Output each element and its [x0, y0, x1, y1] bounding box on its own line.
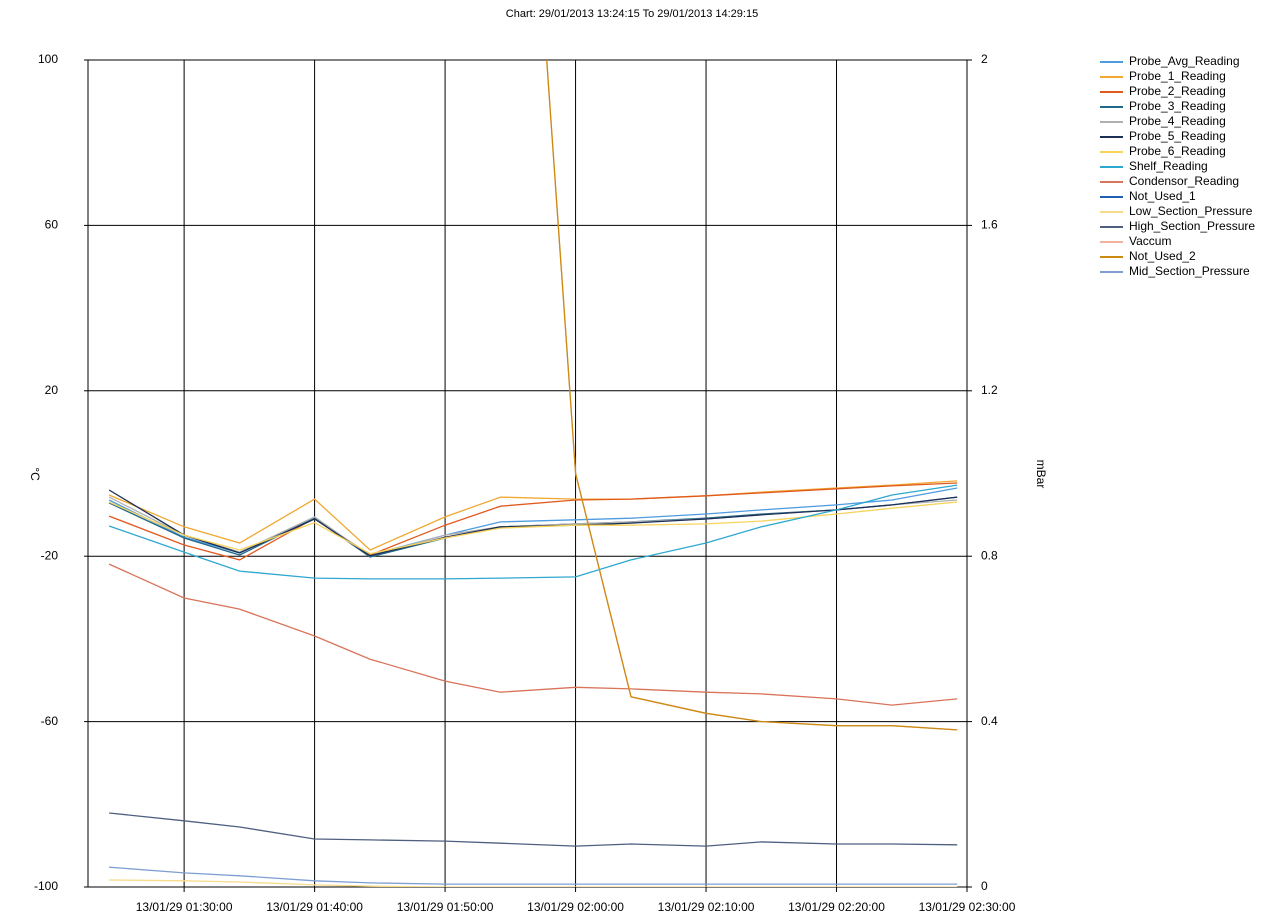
x-tick-label: 13/01/29 01:40:00 — [266, 900, 363, 914]
legend-label: High_Section_Pressure — [1129, 219, 1255, 233]
y2-tick-label: 1.2 — [981, 383, 998, 397]
series-line — [108, 489, 958, 557]
series-line — [108, 563, 958, 706]
y-tick-label: 20 — [45, 383, 59, 397]
y-tick-label: -100 — [34, 879, 58, 893]
y-tick-label: -60 — [41, 714, 59, 728]
x-tick-label: 13/01/29 02:10:00 — [658, 900, 755, 914]
legend-label: Low_Section_Pressure — [1129, 204, 1253, 218]
series-line — [108, 482, 958, 561]
x-tick-label: 13/01/29 01:50:00 — [397, 900, 494, 914]
y2-tick-label: 2 — [981, 52, 988, 66]
x-tick-label: 13/01/29 02:00:00 — [527, 900, 624, 914]
legend: Probe_Avg_ReadingProbe_1_ReadingProbe_2_… — [1100, 54, 1255, 278]
legend-label: Mid_Section_Pressure — [1129, 264, 1250, 278]
grid: -100 -60 -20 20 60 100 0 0.4 0.8 1.2 1.6 2 13/01/29 … — [34, 52, 1016, 914]
plot-area — [108, 60, 958, 887]
y-axis-label: °C — [28, 467, 42, 481]
y-tick-label: 100 — [38, 52, 58, 66]
legend-label: Probe_5_Reading — [1129, 129, 1226, 143]
legend-label: Probe_Avg_Reading — [1129, 54, 1240, 68]
legend-label: Not_Used_1 — [1129, 189, 1196, 203]
series-line — [108, 480, 958, 551]
y2-tick-label: 1.6 — [981, 218, 998, 232]
x-tick-label: 13/01/29 02:30:00 — [919, 900, 1016, 914]
legend-label: Probe_3_Reading — [1129, 99, 1226, 113]
y-tick-label: 60 — [45, 218, 59, 232]
legend-label: Shelf_Reading — [1129, 159, 1208, 173]
y-tick-label: -20 — [41, 548, 59, 562]
legend-label: Probe_6_Reading — [1129, 144, 1226, 158]
series-line — [109, 866, 958, 885]
legend-label: Not_Used_2 — [1129, 249, 1196, 263]
series-line — [108, 501, 958, 555]
legend-label: Probe_1_Reading — [1129, 69, 1226, 83]
legend-label: Probe_4_Reading — [1129, 114, 1226, 128]
y2-axis-label: mBar — [1034, 460, 1048, 489]
chart-title: Chart: 29/01/2013 13:24:15 To 29/01/2013… — [506, 8, 758, 20]
x-tick-label: 13/01/29 02:20:00 — [788, 900, 885, 914]
x-tick-label: 13/01/29 01:30:00 — [136, 900, 233, 914]
legend-label: Probe_2_Reading — [1129, 84, 1226, 98]
series-line — [109, 812, 958, 847]
series-line — [109, 879, 958, 887]
y2-tick-label: 0 — [981, 879, 988, 893]
series-line — [546, 60, 958, 731]
legend-label: Vaccum — [1129, 234, 1171, 248]
series-line — [546, 60, 958, 731]
y2-tick-label: 0.8 — [981, 548, 998, 562]
series-line — [108, 484, 958, 580]
y2-tick-label: 0.4 — [981, 714, 998, 728]
legend-label: Condensor_Reading — [1129, 174, 1239, 188]
